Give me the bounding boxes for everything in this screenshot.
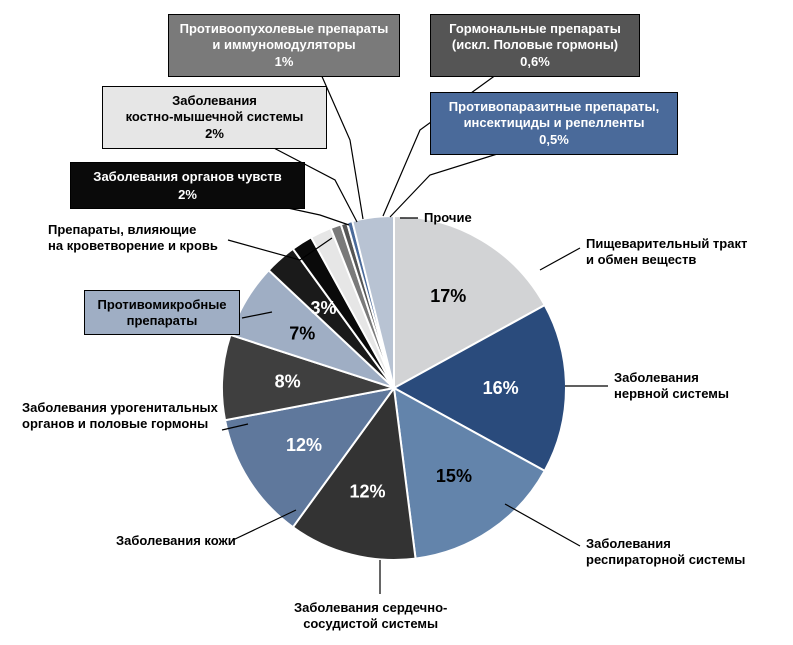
label-box-antitumor: Противоопухолевые препаратыи иммуномодул…	[168, 14, 400, 77]
label-pct: 0,6%	[439, 54, 631, 70]
pie-pct-urogenital: 8%	[275, 371, 301, 391]
label-text: Заболевания урогенитальных	[22, 400, 218, 416]
simple-label-digestive: Пищеварительный тракти обмен веществ	[586, 236, 747, 267]
pie-pct-nervous: 16%	[483, 378, 519, 398]
label-pct: 2%	[111, 126, 318, 142]
label-text: препараты	[93, 313, 231, 329]
leader-skin	[233, 510, 296, 540]
pie-pct-respiratory: 15%	[436, 466, 472, 486]
label-pct: 2%	[79, 187, 296, 203]
label-text: (искл. Половые гормоны)	[439, 37, 631, 53]
simple-label-skin: Заболевания кожи	[116, 533, 236, 549]
label-text: Гормональные препараты	[439, 21, 631, 37]
label-text: и иммуномодуляторы	[177, 37, 391, 53]
label-text: инсектициды и репелленты	[439, 115, 669, 131]
simple-label-other: Прочие	[424, 210, 472, 226]
label-text: Заболевания	[111, 93, 318, 109]
pie-pct-cardio: 12%	[349, 481, 385, 501]
label-text: Противоопухолевые препараты	[177, 21, 391, 37]
leader-antiparasitic	[390, 150, 510, 217]
label-text: на кроветворение и кровь	[48, 238, 218, 254]
pie-pct-digestive: 17%	[430, 286, 466, 306]
leader-respiratory	[505, 504, 580, 546]
label-text: Заболевания	[614, 370, 729, 386]
label-pct: 0,5%	[439, 132, 669, 148]
label-text: костно-мышечной системы	[111, 109, 318, 125]
label-box-hormonal: Гормональные препараты(искл. Половые гор…	[430, 14, 640, 77]
leader-digestive	[540, 248, 580, 270]
label-text: Противомикробные	[93, 297, 231, 313]
label-text: респираторной системы	[586, 552, 745, 568]
pie-pct-antimicrobial: 7%	[289, 324, 315, 344]
label-text: органов и половые гормоны	[22, 416, 218, 432]
simple-label-urogenital: Заболевания урогенитальныхорганов и поло…	[22, 400, 218, 431]
label-text: Заболевания органов чувств	[79, 169, 296, 185]
label-box-antiparasitic: Противопаразитные препараты,инсектициды …	[430, 92, 678, 155]
label-text: Прочие	[424, 210, 472, 226]
pie-pct-blood: 3%	[310, 298, 336, 318]
simple-label-nervous: Заболеваниянервной системы	[614, 370, 729, 401]
simple-label-respiratory: Заболеванияреспираторной системы	[586, 536, 745, 567]
label-text: Заболевания кожи	[116, 533, 236, 549]
label-text: нервной системы	[614, 386, 729, 402]
label-box-antimicrobial: Противомикробныепрепараты	[84, 290, 240, 335]
simple-label-blood: Препараты, влияющиена кроветворение и кр…	[48, 222, 218, 253]
label-text: Заболевания	[586, 536, 745, 552]
label-text: сосудистой системы	[294, 616, 447, 632]
label-box-senses: Заболевания органов чувств 2%	[70, 162, 305, 209]
pie-pct-skin: 12%	[286, 435, 322, 455]
label-text: и обмен веществ	[586, 252, 747, 268]
label-text: Заболевания сердечно-	[294, 600, 447, 616]
label-text: Пищеварительный тракт	[586, 236, 747, 252]
label-box-musculoskeletal: Заболеваниякостно-мышечной системы2%	[102, 86, 327, 149]
label-text: Препараты, влияющие	[48, 222, 218, 238]
label-text: Противопаразитные препараты,	[439, 99, 669, 115]
label-pct: 1%	[177, 54, 391, 70]
simple-label-cardio: Заболевания сердечно-сосудистой системы	[294, 600, 447, 631]
